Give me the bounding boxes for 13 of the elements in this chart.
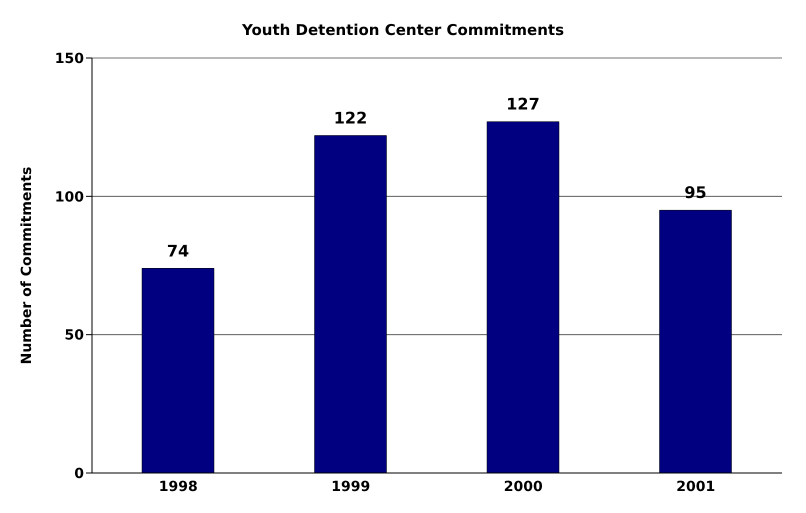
- x-tick-label: 2000: [504, 478, 543, 495]
- data-label: 74: [166, 241, 190, 260]
- x-tick-label: 1998: [158, 478, 198, 495]
- chart-title: Youth Detention Center Commitments: [241, 20, 565, 41]
- y-axis-title: Number of Commitments: [18, 166, 35, 364]
- y-tick-label: 100: [54, 189, 84, 206]
- y-tick-label: 150: [54, 50, 84, 67]
- y-tick-label: 0: [74, 466, 84, 482]
- y-tick-label: 50: [64, 328, 84, 344]
- x-tick-label: 1999: [331, 478, 370, 495]
- data-label: 127: [506, 94, 540, 114]
- x-tick-label: 2001: [676, 478, 716, 495]
- data-label: 122: [334, 108, 368, 128]
